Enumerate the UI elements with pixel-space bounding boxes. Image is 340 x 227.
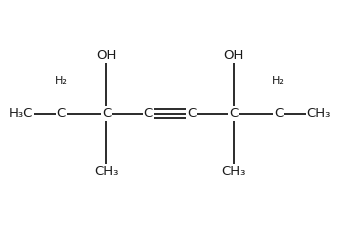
Text: OH: OH xyxy=(96,49,117,62)
Text: H₂: H₂ xyxy=(272,76,285,86)
Text: C: C xyxy=(187,107,197,120)
Text: CH₃: CH₃ xyxy=(307,107,331,120)
Text: OH: OH xyxy=(223,49,244,62)
Text: C: C xyxy=(102,107,111,120)
Text: CH₃: CH₃ xyxy=(94,165,119,178)
Text: H₃C: H₃C xyxy=(9,107,33,120)
Text: C: C xyxy=(274,107,283,120)
Text: C: C xyxy=(229,107,238,120)
Text: CH₃: CH₃ xyxy=(221,165,246,178)
Text: C: C xyxy=(57,107,66,120)
Text: H₂: H₂ xyxy=(55,76,68,86)
Text: C: C xyxy=(143,107,153,120)
